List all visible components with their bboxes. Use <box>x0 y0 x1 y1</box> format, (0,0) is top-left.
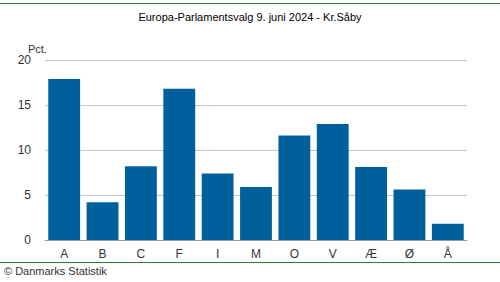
svg-text:0: 0 <box>24 233 31 247</box>
svg-text:Ø: Ø <box>405 247 414 261</box>
svg-text:© Danmarks Statistik: © Danmarks Statistik <box>4 265 107 277</box>
svg-text:15: 15 <box>18 98 32 112</box>
svg-text:10: 10 <box>18 143 32 157</box>
svg-text:Æ: Æ <box>365 247 377 261</box>
svg-text:Pct.: Pct. <box>28 42 47 55</box>
svg-text:A: A <box>60 247 68 261</box>
svg-text:Å: Å <box>444 246 452 261</box>
svg-text:5: 5 <box>24 188 31 202</box>
svg-text:20: 20 <box>18 53 32 67</box>
svg-text:C: C <box>137 247 146 261</box>
svg-text:I: I <box>216 247 219 261</box>
svg-text:F: F <box>176 247 183 261</box>
svg-text:B: B <box>99 247 107 261</box>
svg-text:O: O <box>290 247 299 261</box>
svg-text:Europa-Parlamentsvalg 9. juni: Europa-Parlamentsvalg 9. juni 2024 - Kr.… <box>138 11 362 23</box>
svg-text:V: V <box>329 247 337 261</box>
svg-text:M: M <box>251 247 261 261</box>
